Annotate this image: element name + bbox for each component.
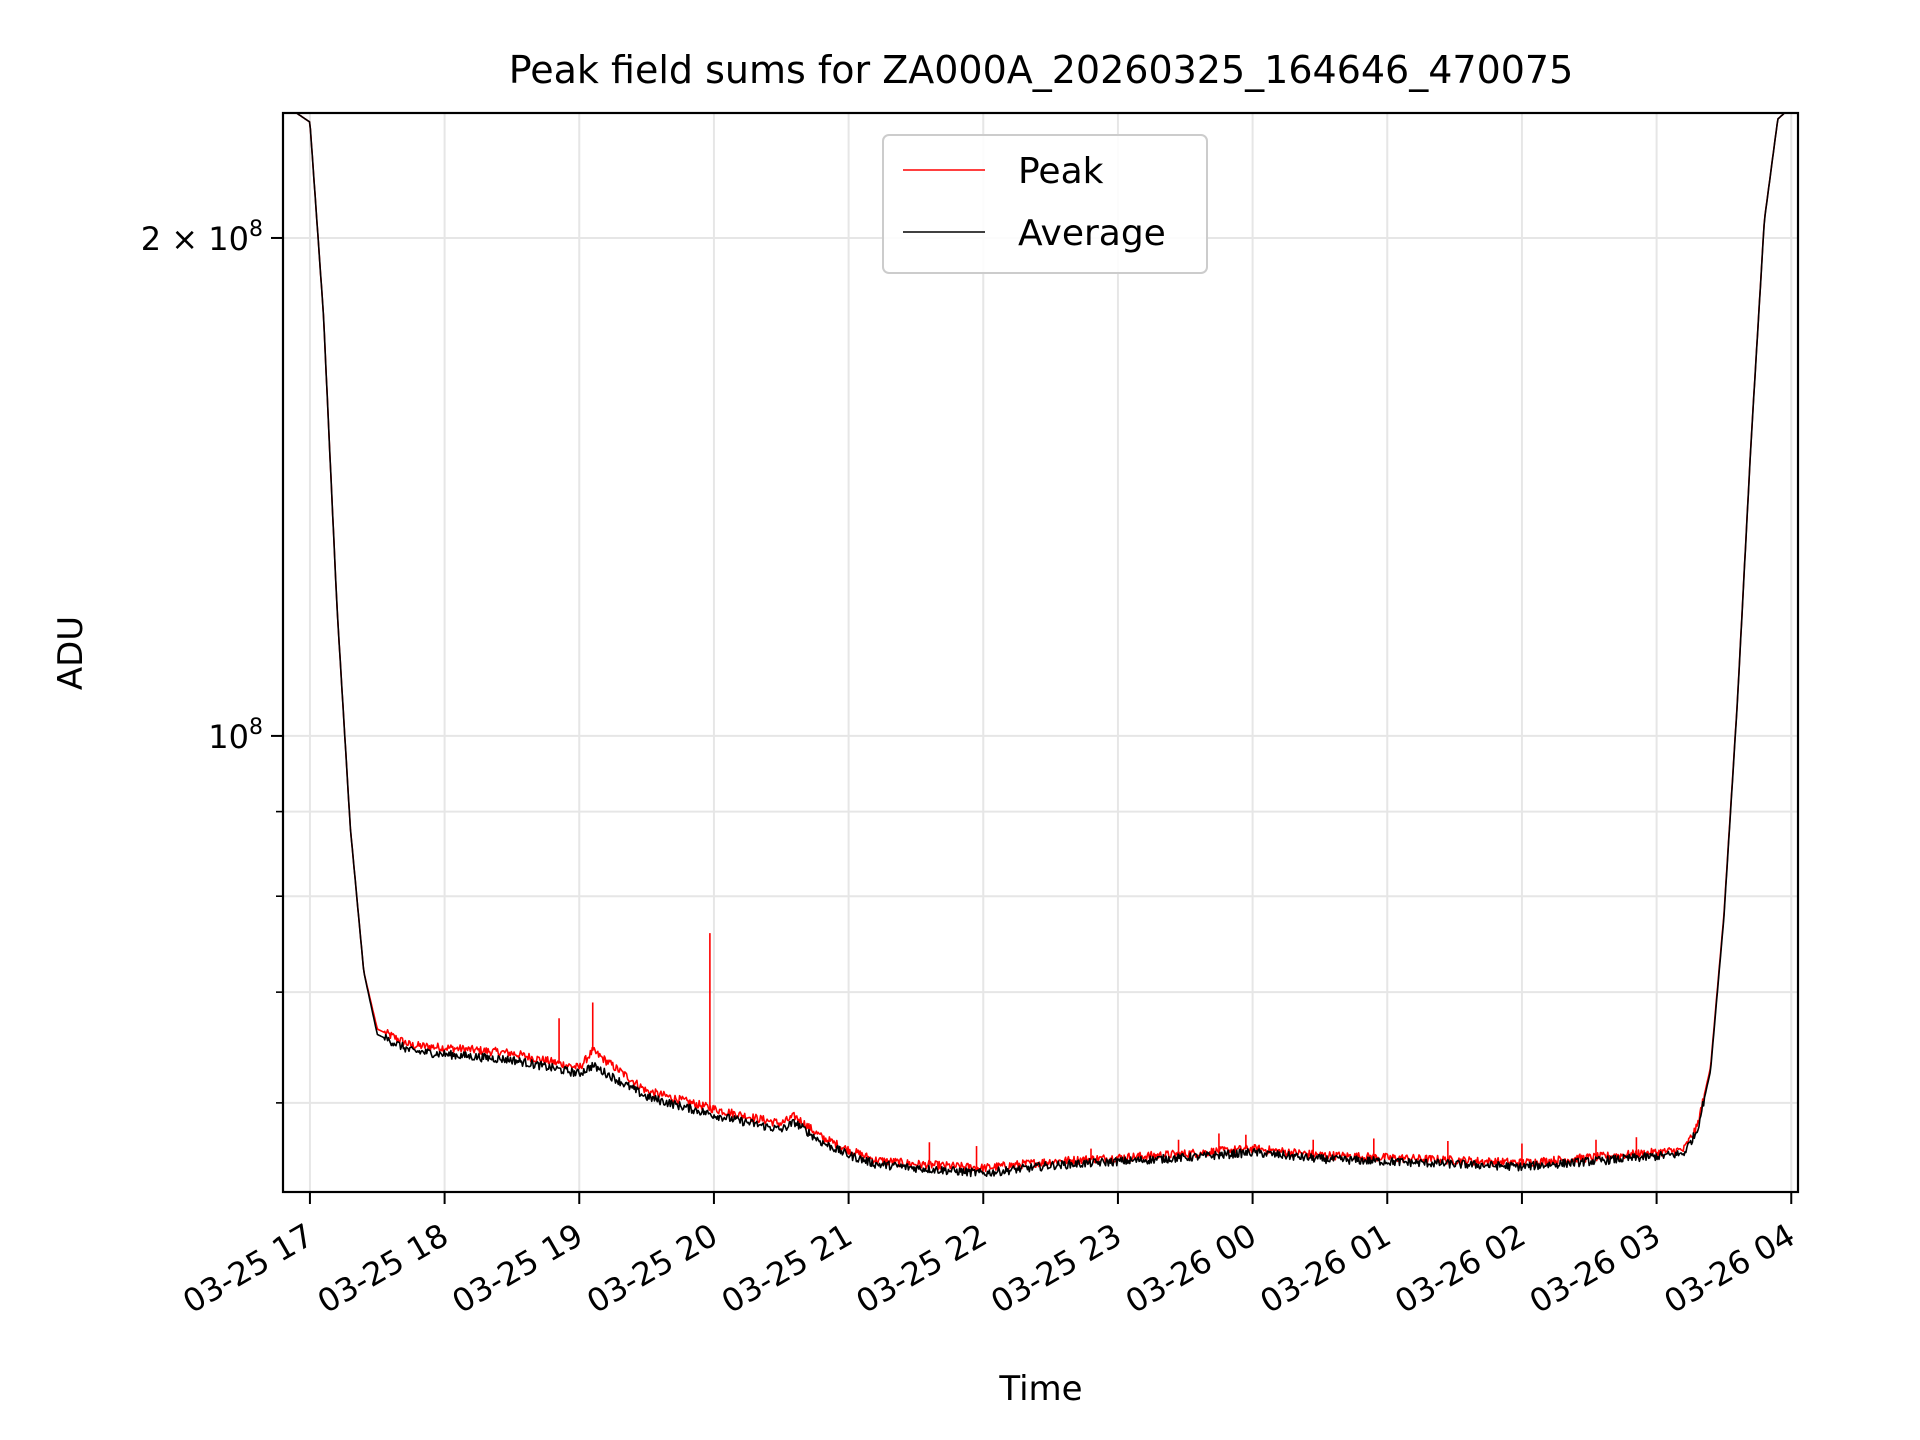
grid bbox=[283, 113, 1798, 1192]
chart-title: Peak field sums for ZA000A_20260325_1646… bbox=[509, 48, 1574, 92]
y-axis: 108 2 × 108 bbox=[141, 217, 283, 1104]
plot-frame bbox=[281, 111, 1800, 1194]
series-line-average bbox=[296, 112, 1786, 1178]
y-tick-label: 2 × 108 bbox=[141, 217, 263, 258]
y-axis-label: ADU bbox=[51, 616, 91, 690]
y-tick-label: 108 bbox=[208, 715, 263, 756]
x-axis-label: Time bbox=[998, 1369, 1082, 1409]
legend: Peak Average bbox=[882, 134, 1208, 274]
legend-peak-label: Peak bbox=[1018, 151, 1104, 192]
legend-average-label: Average bbox=[1018, 213, 1166, 254]
series-layer bbox=[296, 112, 1786, 1178]
